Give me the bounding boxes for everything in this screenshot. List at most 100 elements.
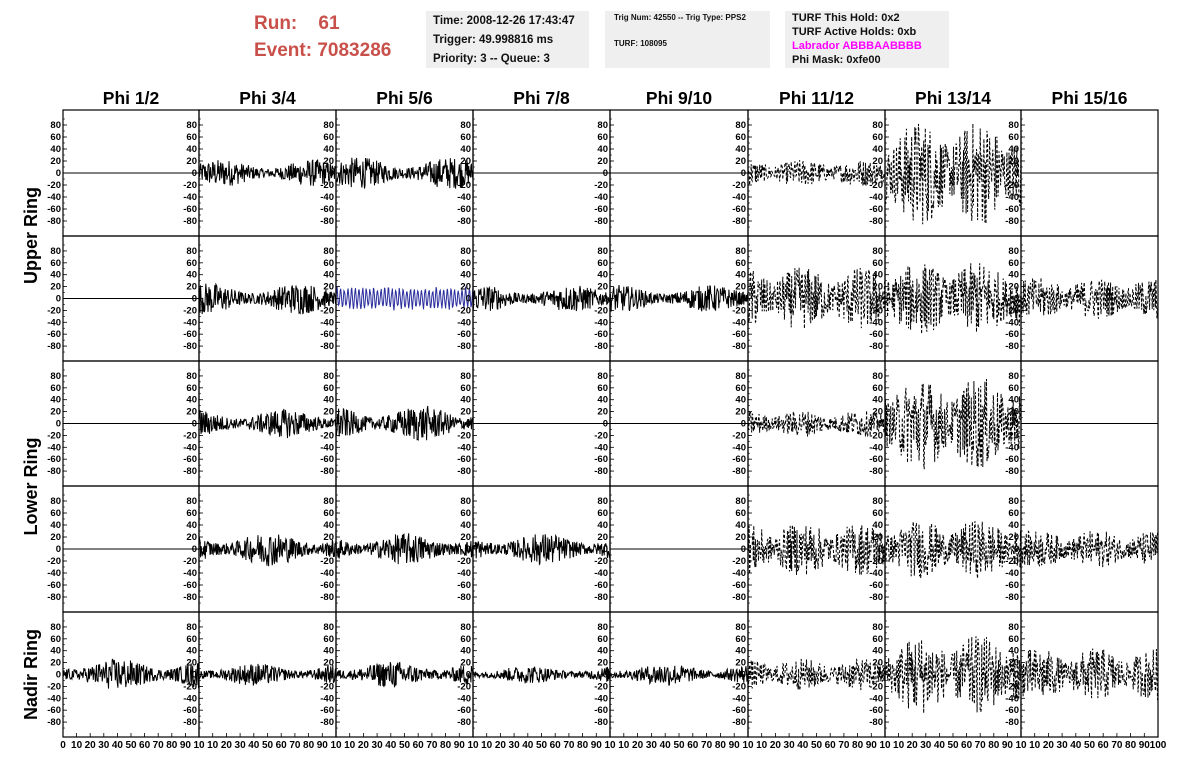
y-tick-label: 80 xyxy=(597,371,608,382)
y-tick-label: -40 xyxy=(457,568,471,579)
y-tick-label: 20 xyxy=(1008,156,1019,167)
y-tick-label: -40 xyxy=(594,317,608,328)
y-tick-label: -60 xyxy=(594,705,608,716)
y-tick-label: 60 xyxy=(597,132,608,143)
y-tick-label: 0 xyxy=(878,168,883,179)
y-tick-label: -20 xyxy=(183,180,197,191)
y-tick-label: 20 xyxy=(1008,658,1019,669)
y-tick-label: -20 xyxy=(457,556,471,567)
x-tick-label: 30 xyxy=(920,740,932,751)
x-tick-label: 20 xyxy=(221,740,233,751)
y-tick-label: -20 xyxy=(320,305,334,316)
y-tick-label: 40 xyxy=(323,270,334,281)
y-tick-label: 80 xyxy=(1008,120,1019,131)
waveform-trace xyxy=(335,533,474,565)
waveform-trace xyxy=(335,661,474,689)
y-tick-label: 20 xyxy=(735,282,746,293)
y-tick-label: -80 xyxy=(1005,341,1019,352)
y-tick-label: -60 xyxy=(320,580,334,591)
x-tick-label: 60 xyxy=(1098,740,1110,751)
y-tick-label: 40 xyxy=(323,646,334,657)
y-tick-label: 40 xyxy=(872,395,883,406)
y-tick-label: -80 xyxy=(320,717,334,728)
y-tick-label: 0 xyxy=(192,168,197,179)
x-tick-label: 50 xyxy=(125,740,137,751)
y-tick-label: 40 xyxy=(872,270,883,281)
y-tick-label: -60 xyxy=(1005,329,1019,340)
y-tick-label: -40 xyxy=(869,317,883,328)
priority-text: Priority: 3 -- Queue: 3 xyxy=(433,53,550,65)
y-tick-label: 60 xyxy=(735,634,746,645)
y-tick-label: -20 xyxy=(1005,430,1019,441)
event-time-box: Time: 2008-12-26 17:43:47 Trigger: 49.99… xyxy=(426,11,589,68)
y-tick-label: -20 xyxy=(47,556,61,567)
event-label: Event: xyxy=(254,40,313,61)
waveform-trace xyxy=(472,533,611,566)
turf-text: TURF: 108095 xyxy=(614,39,667,48)
y-tick-label: 20 xyxy=(1008,282,1019,293)
y-tick-label: -40 xyxy=(47,568,61,579)
y-tick-label: 20 xyxy=(186,658,197,669)
x-tick-label: 40 xyxy=(660,740,672,751)
y-tick-label: -40 xyxy=(47,192,61,203)
y-tick-label: -20 xyxy=(183,556,197,567)
x-tick-label: 70 xyxy=(563,740,575,751)
y-tick-label: -20 xyxy=(320,556,334,567)
waveform-trace xyxy=(1020,530,1159,568)
x-tick-label: 80 xyxy=(440,740,452,751)
x-tick-label: 80 xyxy=(577,740,589,751)
y-tick-label: -40 xyxy=(457,693,471,704)
labrador-text: Labrador ABBBAABBBB xyxy=(792,40,922,52)
y-tick-label: -20 xyxy=(457,305,471,316)
y-tick-label: -20 xyxy=(457,180,471,191)
x-tick-label: 90 xyxy=(454,740,466,751)
y-tick-label: 80 xyxy=(735,371,746,382)
y-tick-label: -40 xyxy=(320,693,334,704)
y-tick-label: 60 xyxy=(186,383,197,394)
trigger-info-box: Trig Num: 42550 -- Trig Type: PPS2 TURF:… xyxy=(605,11,770,68)
y-tick-label: -80 xyxy=(869,592,883,603)
y-tick-label: -80 xyxy=(183,216,197,227)
x-tick-label: 90 xyxy=(591,740,603,751)
y-tick-label: -20 xyxy=(869,180,883,191)
y-tick-label: -60 xyxy=(47,329,61,340)
y-tick-label: 40 xyxy=(186,144,197,155)
y-tick-label: 0 xyxy=(603,168,608,179)
x-tick-label: 90 xyxy=(180,740,192,751)
y-tick-label: -80 xyxy=(732,341,746,352)
waveform-trace xyxy=(884,378,1022,470)
y-tick-label: -20 xyxy=(457,430,471,441)
y-tick-label: 40 xyxy=(1008,395,1019,406)
y-tick-label: 60 xyxy=(597,634,608,645)
x-tick-label: 70 xyxy=(289,740,301,751)
y-tick-label: -40 xyxy=(594,192,608,203)
run-value: 61 xyxy=(318,13,340,34)
x-tick-label: 40 xyxy=(934,740,946,751)
x-tick-label: 40 xyxy=(385,740,397,751)
x-tick-label: 70 xyxy=(975,740,987,751)
y-tick-label: 0 xyxy=(878,419,883,430)
y-tick-label: 20 xyxy=(872,532,883,543)
y-tick-label: 60 xyxy=(1008,258,1019,269)
y-tick-label: -80 xyxy=(320,466,334,477)
x-tick-label: 30 xyxy=(784,740,796,751)
y-tick-label: 40 xyxy=(186,646,197,657)
y-tick-label: -60 xyxy=(457,329,471,340)
waveform-trace xyxy=(198,282,337,315)
y-tick-label: 40 xyxy=(323,144,334,155)
y-tick-label: 40 xyxy=(597,520,608,531)
y-tick-label: -40 xyxy=(732,693,746,704)
y-tick-label: -60 xyxy=(320,705,334,716)
y-tick-label: -60 xyxy=(594,204,608,215)
y-tick-label: -80 xyxy=(594,717,608,728)
y-tick-label: -60 xyxy=(869,204,883,215)
y-tick-label: 40 xyxy=(50,646,61,657)
y-tick-label: 20 xyxy=(735,156,746,167)
x-tick-label: 20 xyxy=(770,740,782,751)
y-tick-label: -40 xyxy=(183,317,197,328)
